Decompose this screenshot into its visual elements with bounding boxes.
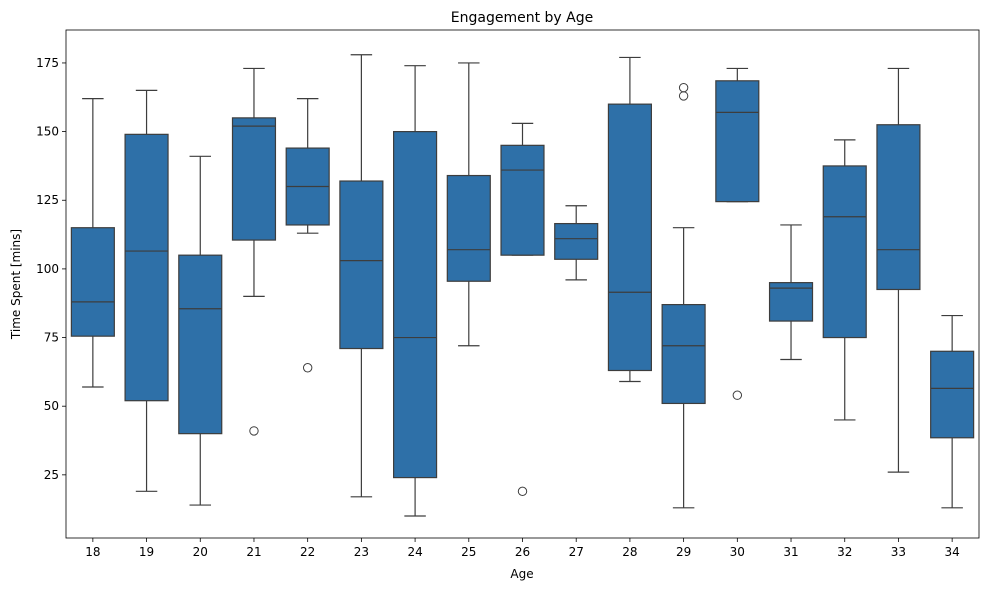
y-tick-label: 50 xyxy=(44,399,59,413)
x-tick-label: 21 xyxy=(246,545,261,559)
box-22 xyxy=(285,98,330,373)
plot-area xyxy=(70,54,975,517)
x-tick-label: 27 xyxy=(569,545,584,559)
iqr-box xyxy=(930,350,975,439)
x-tick-label: 26 xyxy=(515,545,530,559)
x-tick-label: 20 xyxy=(193,545,208,559)
iqr-box xyxy=(446,174,491,282)
x-axis-label: Age xyxy=(510,567,533,581)
x-tick-label: 25 xyxy=(461,545,476,559)
outlier-point xyxy=(302,363,313,373)
box-28 xyxy=(607,56,652,383)
box-33 xyxy=(876,67,921,473)
iqr-box xyxy=(554,222,599,260)
x-tick-label: 34 xyxy=(945,545,960,559)
y-tick-label: 150 xyxy=(36,125,59,139)
iqr-box xyxy=(178,254,223,435)
x-tick-label: 31 xyxy=(783,545,798,559)
iqr-box xyxy=(715,80,760,203)
x-tick-label: 24 xyxy=(407,545,422,559)
iqr-box xyxy=(661,303,706,405)
box-29 xyxy=(661,82,706,509)
x-tick-label: 30 xyxy=(730,545,745,559)
box-31 xyxy=(768,224,814,361)
y-tick-label: 100 xyxy=(36,262,59,276)
box-24 xyxy=(393,65,438,517)
iqr-box xyxy=(393,131,438,479)
y-tick-label: 25 xyxy=(44,468,59,482)
x-tick-label: 32 xyxy=(837,545,852,559)
iqr-box xyxy=(500,144,545,256)
box-21 xyxy=(231,67,277,436)
outlier-point xyxy=(249,426,259,436)
iqr-box xyxy=(768,282,814,322)
iqr-box xyxy=(231,117,277,241)
iqr-box xyxy=(70,227,115,337)
iqr-box xyxy=(607,103,652,372)
y-axis-label: Time Spent [mins] xyxy=(9,229,23,340)
box-25 xyxy=(446,62,491,347)
iqr-box xyxy=(876,124,921,291)
box-32 xyxy=(822,139,867,421)
x-tick-label: 33 xyxy=(891,545,906,559)
outlier-point xyxy=(678,82,689,93)
y-axis: 25 50 75 100 125 150 175 xyxy=(36,56,66,482)
outlier-point xyxy=(732,390,743,400)
iqr-box xyxy=(124,133,169,402)
box-27 xyxy=(554,205,599,281)
x-tick-label: 23 xyxy=(354,545,369,559)
y-tick-label: 175 xyxy=(36,56,59,70)
box-30 xyxy=(715,67,760,400)
iqr-box xyxy=(339,180,384,350)
y-tick-label: 75 xyxy=(44,331,59,345)
chart-title: Engagement by Age xyxy=(451,10,593,26)
box-18 xyxy=(70,98,115,388)
x-tick-label: 18 xyxy=(85,545,100,559)
x-tick-label: 28 xyxy=(622,545,637,559)
x-tick-label: 22 xyxy=(300,545,315,559)
box-26 xyxy=(500,122,545,497)
y-tick-label: 125 xyxy=(36,193,59,207)
box-19 xyxy=(124,89,169,492)
x-axis: 18 19 20 21 22 23 24 25 26 27 28 29 30 31 32 33 34 xyxy=(85,538,960,559)
outlier-point xyxy=(517,486,528,497)
box-23 xyxy=(339,54,384,498)
iqr-box xyxy=(822,165,867,339)
x-tick-label: 29 xyxy=(676,545,691,559)
outlier-point xyxy=(678,91,689,101)
x-tick-label: 19 xyxy=(139,545,154,559)
box-20 xyxy=(178,155,223,506)
box-34 xyxy=(930,314,975,509)
